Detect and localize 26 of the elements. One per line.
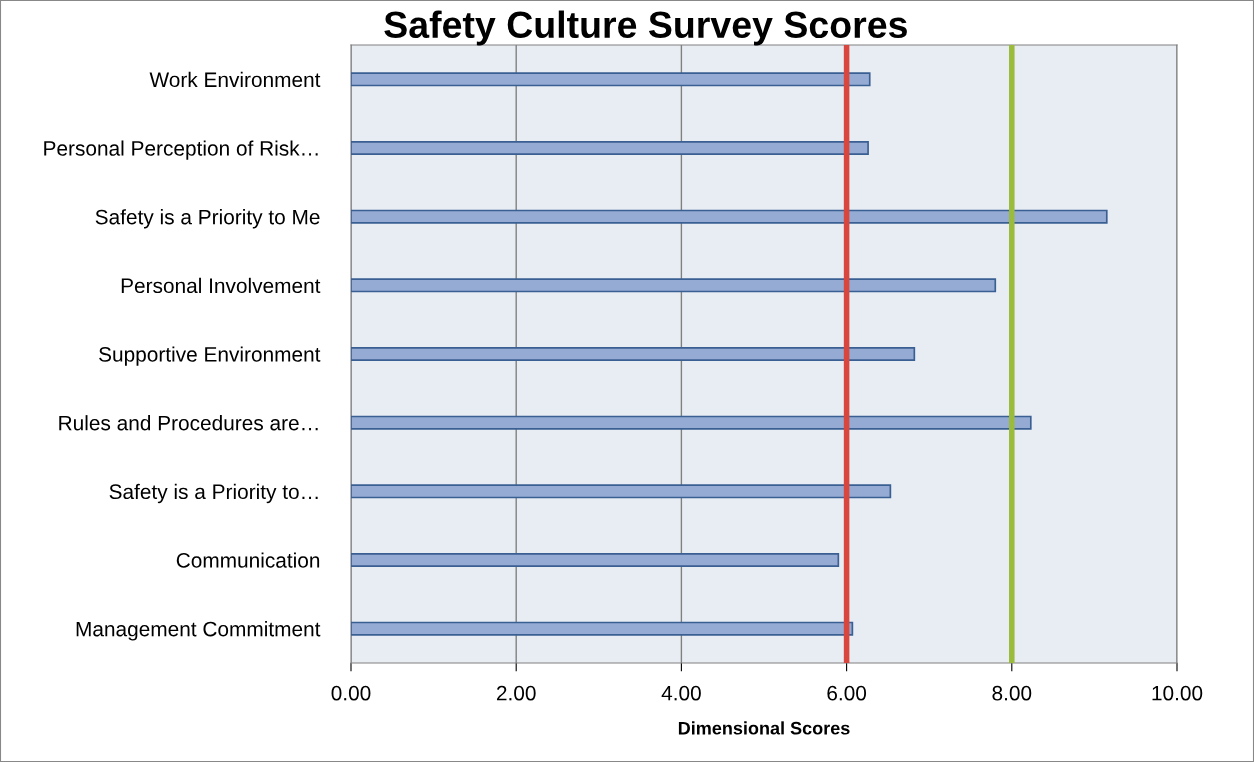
bar — [351, 209, 1108, 224]
bar — [351, 140, 869, 156]
bar — [351, 278, 997, 293]
bar — [351, 621, 854, 636]
x-tick-label: 2.00 — [496, 685, 536, 701]
y-tick-label: Supportive Environment — [99, 346, 321, 366]
x-tick-label: 4.00 — [661, 685, 701, 701]
y-tick-label: Personal Perception of Risk… — [44, 140, 318, 160]
y-tick-label: Personal Involvement — [121, 277, 321, 294]
bar — [351, 415, 1032, 430]
y-tick-label: Management Commitment — [76, 621, 321, 641]
bar — [351, 552, 840, 568]
x-tick-label: 6.00 — [827, 685, 867, 701]
y-tick-label: Safety is a Priority to… — [109, 483, 318, 504]
y-tick-label: Work Environment — [149, 71, 321, 88]
y-tick-label: Communication — [176, 552, 320, 568]
y-tick-label: Rules and Procedures are… — [59, 415, 318, 431]
bar — [351, 72, 871, 87]
bar — [351, 484, 892, 499]
bar — [351, 346, 916, 362]
x-tick-label: 8.00 — [992, 685, 1032, 701]
y-tick-label: Safety is a Priority to Me — [95, 209, 320, 229]
x-tick-label: 10.00 — [1152, 685, 1203, 701]
chart-title: Safety Culture Survey Scores — [384, 10, 907, 46]
x-tick-label: 0.00 — [331, 685, 371, 701]
x-axis-title: Dimensional Scores — [678, 721, 850, 735]
